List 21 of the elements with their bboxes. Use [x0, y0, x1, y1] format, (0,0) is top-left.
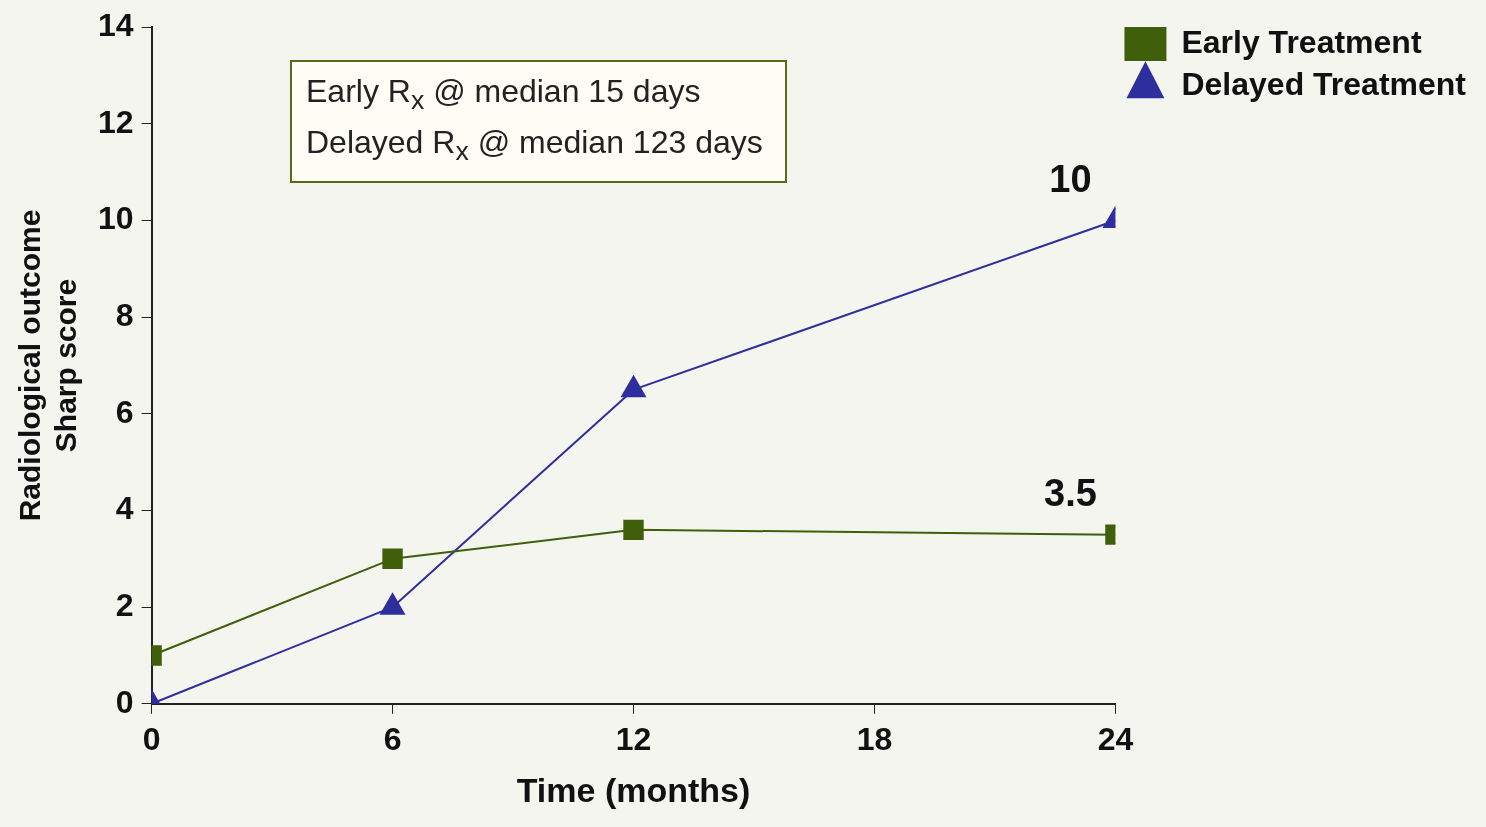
y-tick-label: 4: [115, 490, 134, 527]
x-tick-label: 6: [383, 720, 402, 757]
legend-label: Early Treatment: [1181, 23, 1422, 60]
x-axis-title: Time (months): [516, 770, 751, 809]
y-tick-label: 6: [115, 393, 134, 430]
annotation: Early R$_{x}$ @ median 15 days: [306, 72, 702, 118]
legend-label: Delayed Treatment: [1181, 65, 1467, 102]
y-tick-label: 0: [115, 683, 134, 720]
x-tick-label: 12: [615, 720, 652, 757]
data-label: 3.5: [1044, 472, 1097, 515]
y-tick-label: 2: [115, 586, 134, 623]
x-tick-label: 24: [1097, 720, 1134, 757]
y-tick-label: 14: [98, 7, 134, 44]
y-tick-label: 10: [98, 200, 134, 237]
x-tick-label: 18: [856, 720, 893, 757]
data-label: 10: [1049, 158, 1092, 200]
y-tick-label: 8: [115, 297, 134, 333]
x-tick-label: 0: [142, 720, 161, 757]
y-axis-title: Radiological outcome Sharp score: [13, 209, 83, 522]
annotation: Delayed R$_{x}$ @ median 123 days: [306, 123, 763, 169]
y-tick-label: 12: [98, 103, 134, 140]
